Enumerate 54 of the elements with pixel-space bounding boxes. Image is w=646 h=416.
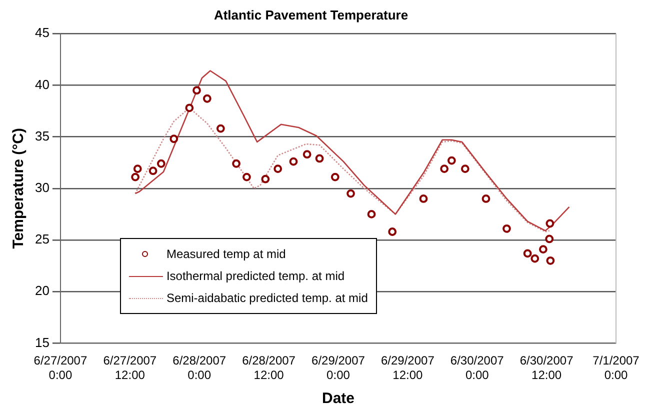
point xyxy=(185,104,194,112)
point xyxy=(156,159,166,168)
point xyxy=(302,150,312,159)
y-axis-title: Temperature (°C) xyxy=(10,128,28,249)
y-tick-label: 35 xyxy=(34,128,50,144)
point xyxy=(546,219,554,228)
point xyxy=(440,164,449,173)
x-tick-label: 6/28/2007 0:00 xyxy=(172,354,226,382)
point xyxy=(346,189,355,198)
x-tick-label: 7/1/2007 0:00 xyxy=(592,354,640,382)
x-tick-label: 6/27/2007 0:00 xyxy=(34,354,88,382)
point xyxy=(447,156,456,165)
point xyxy=(192,86,201,95)
x-tick-label: 6/29/2007 0:00 xyxy=(312,354,366,382)
x-tick-label: 6/29/2007 12:00 xyxy=(380,354,435,382)
y-tick-label: 20 xyxy=(34,283,50,298)
point xyxy=(148,166,158,176)
point xyxy=(388,228,397,236)
point xyxy=(367,210,376,218)
x-tick-label: 6/30/2007 0:00 xyxy=(450,354,504,382)
x-tick-label: 6/28/2007 12:00 xyxy=(242,354,296,382)
point xyxy=(242,172,251,182)
x-tick-label: 6/30/2007 12:00 xyxy=(520,354,574,382)
point xyxy=(274,164,282,173)
point xyxy=(545,234,554,244)
chart-title: Atlantic Pavement Temperature xyxy=(214,7,408,22)
y-tick-label: 45 xyxy=(34,25,50,40)
point xyxy=(330,172,340,182)
y-tick-label: 40 xyxy=(34,76,50,92)
x-axis-title: Date xyxy=(322,390,354,408)
point xyxy=(460,164,470,173)
point xyxy=(261,174,270,184)
point xyxy=(502,224,511,233)
point xyxy=(523,249,532,258)
y-tick-label: 25 xyxy=(34,232,50,247)
y-tick-label: 15 xyxy=(34,334,50,350)
legend-label: Isothermal predicted temp. at mid xyxy=(166,269,345,284)
legend-label: Measured temp at mid xyxy=(166,247,286,262)
point xyxy=(232,159,240,168)
x-tick-label: 6/27/2007 12:00 xyxy=(103,354,157,382)
point xyxy=(131,172,140,182)
point xyxy=(419,194,428,203)
point xyxy=(133,164,142,173)
point xyxy=(482,194,490,203)
point xyxy=(530,254,540,263)
point xyxy=(538,245,548,254)
point xyxy=(315,154,324,163)
y-tick-label: 30 xyxy=(34,180,50,195)
point xyxy=(546,256,555,265)
legend-label: Semi-aidabatic predicted temp. at mid xyxy=(166,291,368,306)
point xyxy=(216,124,225,133)
point xyxy=(170,134,178,144)
point xyxy=(202,94,212,103)
point xyxy=(289,157,298,166)
